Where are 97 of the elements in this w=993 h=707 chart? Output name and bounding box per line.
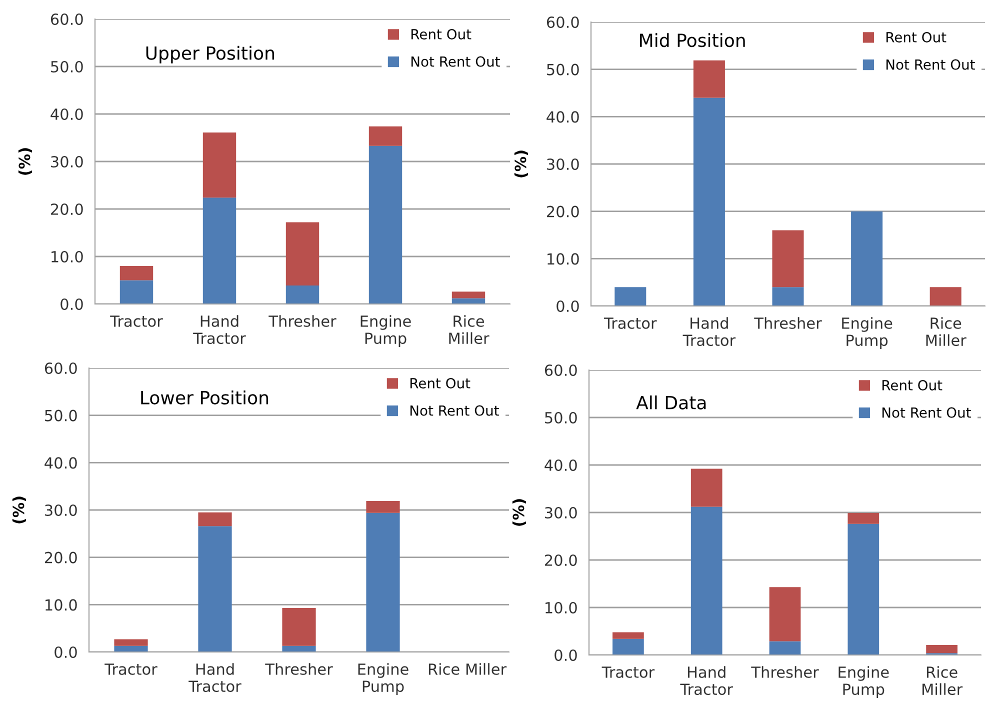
bar xyxy=(368,126,402,146)
bar xyxy=(282,608,316,646)
bar xyxy=(282,646,316,652)
legend-label: Rent Out xyxy=(411,28,472,40)
bar xyxy=(114,646,148,652)
bar xyxy=(693,98,725,306)
y-tick-label: 20.0 xyxy=(50,203,83,216)
x-tick-label: Engine Pump xyxy=(842,317,892,350)
y-tick-label: 30.0 xyxy=(547,158,579,170)
bar xyxy=(286,285,320,304)
y-tick-label: 0.0 xyxy=(554,649,577,662)
y-tick-label: 50.0 xyxy=(45,410,77,422)
y-tick-label: 40.0 xyxy=(544,459,577,472)
bar xyxy=(848,512,880,524)
bar xyxy=(114,639,148,646)
y-axis-title: (%) xyxy=(512,499,526,526)
x-tick-label: Thresher xyxy=(754,317,822,329)
bar xyxy=(120,280,154,304)
legend-label: Rent Out xyxy=(882,380,942,390)
text: Upper Position xyxy=(146,46,274,64)
y-tick-label: 40.0 xyxy=(50,108,83,120)
bar xyxy=(772,287,804,306)
y-axis-title: (%) xyxy=(12,496,26,524)
bar xyxy=(690,506,722,655)
y-tick-label: 60.0 xyxy=(44,362,77,374)
y-tick-label: 0.0 xyxy=(60,298,83,310)
y-tick-label: 20.0 xyxy=(546,206,579,218)
bar xyxy=(366,512,400,652)
y-tick-label: 50.0 xyxy=(51,60,83,73)
y-tick-label: 20.0 xyxy=(544,554,577,566)
x-tick-label: Thresher xyxy=(751,666,819,678)
bar xyxy=(368,146,402,304)
bar xyxy=(769,641,801,655)
x-tick-label: Rice Miller xyxy=(926,317,966,346)
legend-label: Rent Out xyxy=(886,32,946,42)
bar xyxy=(452,292,486,298)
y-tick-label: 50.0 xyxy=(547,64,579,76)
legend-label: Not Rent Out xyxy=(882,407,971,418)
y-tick-label: 10.0 xyxy=(52,250,83,263)
y-tick-label: 30.0 xyxy=(545,506,577,519)
x-tick-label: Hand Tractor xyxy=(193,315,246,344)
y-axis-title: (%) xyxy=(18,148,32,175)
bar xyxy=(690,468,722,507)
bar xyxy=(772,230,804,288)
y-tick-label: 20.0 xyxy=(44,552,77,564)
x-tick-label: Thresher xyxy=(265,663,333,675)
x-tick-label: Tractor xyxy=(604,318,657,329)
bar xyxy=(120,266,154,280)
bar xyxy=(851,211,883,306)
bar xyxy=(202,198,236,304)
x-tick-label: Rice Miller xyxy=(922,666,963,696)
y-tick-label: 60.0 xyxy=(544,364,577,376)
y-tick-label: 0.0 xyxy=(556,300,579,312)
bar xyxy=(848,524,880,655)
bar xyxy=(202,132,236,198)
text: Mid Position xyxy=(640,33,745,48)
x-tick-label: Hand Tractor xyxy=(188,663,242,692)
text: Lower Position xyxy=(141,390,268,404)
y-axis-title: (%) xyxy=(514,150,528,178)
x-tick-label: Tractor xyxy=(104,664,158,675)
x-tick-label: Engine Pump xyxy=(360,315,411,348)
bar xyxy=(198,526,232,652)
y-tick-label: 60.0 xyxy=(546,16,579,28)
x-tick-label: Tractor xyxy=(110,316,163,327)
x-tick-label: Hand Tractor xyxy=(682,317,736,346)
x-tick-label: Rice Miller xyxy=(428,663,507,675)
bar xyxy=(612,632,644,639)
y-tick-label: 30.0 xyxy=(51,156,83,168)
x-tick-label: Rice Miller xyxy=(449,315,490,344)
y-tick-label: 40.0 xyxy=(546,111,579,123)
bar xyxy=(612,638,644,655)
bar xyxy=(769,587,801,642)
bar xyxy=(926,645,958,654)
y-tick-label: 10.0 xyxy=(46,599,77,611)
legend-label: Not Rent Out xyxy=(411,56,500,67)
x-tick-label: Engine Pump xyxy=(838,666,889,698)
bar xyxy=(286,222,320,286)
bar xyxy=(693,60,725,98)
bar xyxy=(366,501,400,513)
bar xyxy=(930,287,962,306)
legend-label: Not Rent Out xyxy=(886,59,975,70)
text: All Data xyxy=(636,395,706,410)
legend-label: Not Rent Out xyxy=(410,405,499,416)
y-tick-label: 50.0 xyxy=(545,412,577,424)
x-tick-label: Thresher xyxy=(268,315,336,327)
y-tick-label: 0.0 xyxy=(54,646,77,658)
y-tick-label: 30.0 xyxy=(45,504,77,516)
x-tick-label: Hand Tractor xyxy=(680,666,733,696)
y-tick-label: 10.0 xyxy=(546,602,577,614)
x-tick-label: Tractor xyxy=(602,666,655,678)
bar xyxy=(614,287,646,306)
bar xyxy=(198,512,232,526)
y-tick-label: 40.0 xyxy=(44,457,77,469)
x-tick-label: Engine Pump xyxy=(358,663,408,696)
legend-label: Rent Out xyxy=(410,378,470,388)
y-tick-label: 10.0 xyxy=(548,253,579,265)
y-tick-label: 60.0 xyxy=(50,13,83,26)
